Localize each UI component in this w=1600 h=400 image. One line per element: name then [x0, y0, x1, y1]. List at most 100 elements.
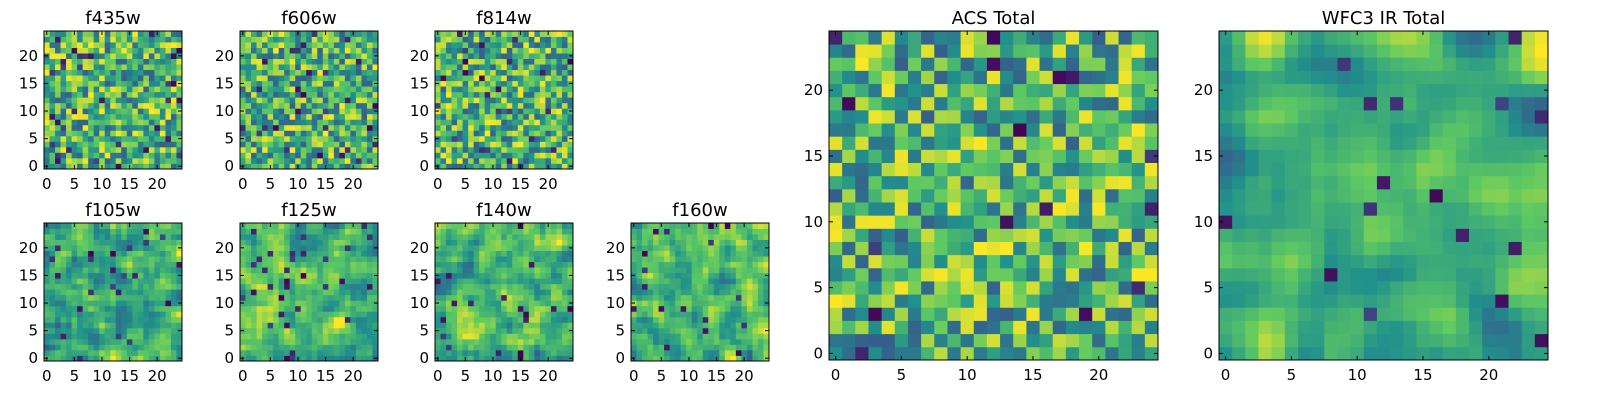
heatmap-cell	[55, 250, 61, 257]
heatmap-cell	[165, 31, 172, 37]
heatmap-cell	[126, 130, 133, 137]
heatmap-cell	[148, 228, 155, 235]
heatmap-cell	[339, 69, 346, 76]
heatmap-cell	[93, 108, 100, 115]
heatmap-cell	[159, 256, 166, 263]
heatmap-cell	[539, 245, 546, 251]
heatmap-cell	[435, 261, 441, 268]
heatmap-cell	[724, 338, 731, 345]
heatmap-cell	[1026, 267, 1040, 282]
heatmap-cell	[311, 108, 318, 115]
heatmap-cell	[561, 311, 568, 318]
heatmap-cell	[154, 53, 161, 59]
heatmap-cell	[746, 239, 753, 246]
heatmap-cell	[1105, 162, 1119, 177]
heatmap-cell	[366, 338, 373, 345]
heatmap-cell	[165, 75, 172, 82]
heatmap-cell	[148, 316, 155, 323]
heatmap-cell	[306, 58, 313, 65]
heatmap-cell	[60, 75, 67, 82]
heatmap-cell	[506, 294, 513, 301]
heatmap-cell	[328, 108, 335, 115]
heatmap-cell	[1052, 254, 1067, 269]
heatmap-cell	[539, 300, 546, 307]
heatmap-cell	[1079, 307, 1093, 321]
heatmap-cell	[88, 283, 95, 290]
heatmap-cell	[328, 130, 335, 137]
heatmap-cell	[1105, 320, 1119, 335]
heatmap-cell	[523, 97, 530, 104]
heatmap-cell	[960, 241, 975, 256]
heatmap-cell	[278, 119, 285, 126]
heatmap-cell	[137, 267, 144, 274]
heatmap-cell	[289, 355, 296, 362]
heatmap-cell	[344, 272, 351, 279]
heatmap-cell	[240, 322, 246, 329]
heatmap-cell	[523, 108, 530, 115]
heatmap-cell	[333, 283, 340, 290]
heatmap-cell	[132, 119, 139, 126]
heatmap-cell	[440, 146, 447, 153]
heatmap-cell	[735, 261, 742, 268]
heatmap-cell	[719, 223, 726, 229]
heatmap-cell	[256, 278, 263, 285]
heatmap-cell	[746, 267, 753, 274]
heatmap-cell	[295, 283, 302, 290]
heatmap-cell	[440, 234, 447, 240]
heatmap-cell	[1105, 294, 1119, 308]
heatmap-cell	[82, 163, 89, 170]
heatmap-cell	[339, 64, 346, 71]
heatmap-cell	[473, 86, 480, 93]
heatmap-cell	[523, 69, 530, 76]
heatmap-cell	[77, 130, 84, 137]
heatmap-cell	[550, 42, 557, 48]
heatmap-cell	[49, 245, 56, 251]
heatmap-cell	[262, 53, 268, 59]
heatmap-cell	[1052, 175, 1067, 190]
heatmap-cell	[868, 294, 883, 308]
heatmap-cell	[446, 245, 452, 251]
heatmap-cell	[328, 69, 335, 76]
heatmap-cell	[273, 294, 280, 301]
y-tick-label: 20	[215, 47, 234, 65]
heatmap-cell	[55, 130, 61, 137]
heatmap-cell	[366, 355, 373, 362]
heatmap-cell	[697, 305, 704, 312]
heatmap-cell	[273, 42, 280, 48]
heatmap-cell	[44, 58, 50, 65]
heatmap-cell	[71, 311, 78, 318]
heatmap-cell	[110, 223, 117, 229]
heatmap-cell	[440, 267, 447, 274]
heatmap-cell	[159, 228, 166, 235]
heatmap-cell	[267, 338, 274, 345]
heatmap-cell	[366, 119, 373, 126]
heatmap-cell	[741, 239, 748, 246]
heatmap-cell	[278, 141, 285, 148]
heatmap-cell	[550, 119, 557, 126]
heatmap-cell	[284, 163, 291, 170]
heatmap-cell	[49, 91, 56, 98]
heatmap-cell	[636, 311, 643, 318]
heatmap-cell	[77, 311, 84, 318]
axes-frame	[434, 30, 574, 170]
heatmap-cell	[506, 64, 513, 71]
heatmap-cell	[104, 322, 111, 329]
heatmap-cell	[71, 152, 78, 159]
heatmap-cell	[88, 135, 95, 142]
heatmap-cell	[322, 300, 329, 307]
heatmap-cell	[686, 278, 693, 285]
heatmap-cell	[317, 300, 324, 307]
heatmap-cell	[366, 344, 373, 351]
heatmap-cell	[763, 316, 770, 323]
heatmap-cell	[126, 146, 133, 153]
heatmap-cell	[713, 256, 720, 263]
heatmap-cell	[746, 261, 753, 268]
heatmap-cell	[339, 245, 346, 251]
heatmap-cell	[88, 245, 95, 251]
heatmap-cell	[539, 278, 546, 285]
heatmap-cell	[490, 322, 497, 329]
heatmap-cell	[512, 135, 519, 142]
heatmap-cell	[501, 119, 508, 126]
heatmap-cell	[165, 135, 172, 142]
heatmap-cell	[741, 294, 748, 301]
